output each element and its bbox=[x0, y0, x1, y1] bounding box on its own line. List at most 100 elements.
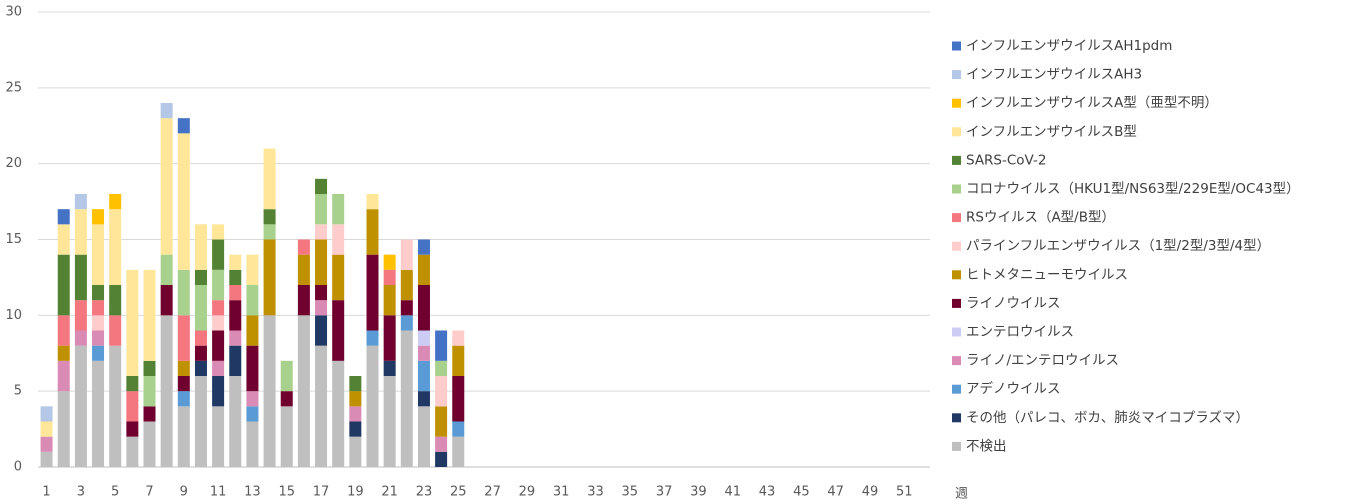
bar-segment bbox=[92, 345, 105, 361]
bar-segment bbox=[160, 285, 173, 316]
bar-segment bbox=[417, 239, 430, 255]
bar-segment bbox=[452, 345, 465, 376]
bar-segment bbox=[349, 421, 362, 437]
bar-segment bbox=[109, 209, 122, 285]
x-tick-label: 47 bbox=[827, 485, 844, 500]
x-tick-label: 1 bbox=[42, 485, 50, 500]
x-tick-label: 7 bbox=[145, 485, 153, 500]
legend-swatch bbox=[952, 327, 961, 337]
bar-segment bbox=[212, 269, 225, 301]
bar-segment bbox=[74, 254, 87, 301]
bar-segment bbox=[417, 254, 430, 285]
bar-segment bbox=[212, 360, 225, 376]
bar-segment bbox=[452, 330, 465, 346]
bar-segment bbox=[246, 391, 259, 407]
x-tick-label: 17 bbox=[313, 485, 330, 500]
bar-segment bbox=[229, 269, 242, 285]
bar-segment bbox=[400, 269, 413, 301]
legend-label: エンテロウイルス bbox=[966, 324, 1074, 340]
bar-segment bbox=[40, 451, 53, 467]
bar-segment bbox=[315, 178, 328, 194]
bar-segment bbox=[177, 406, 190, 467]
bar-segment bbox=[126, 391, 139, 422]
bar-segment bbox=[40, 436, 53, 452]
legend-swatch bbox=[952, 298, 961, 308]
bar-segment bbox=[229, 254, 242, 270]
bar-segment bbox=[417, 285, 430, 331]
bar-segment bbox=[194, 285, 207, 331]
bar-segment bbox=[332, 194, 345, 225]
bar-segment bbox=[349, 391, 362, 407]
x-tick-label: 43 bbox=[759, 485, 776, 500]
y-tick-label: 0 bbox=[14, 460, 22, 475]
bar-segment bbox=[246, 285, 259, 316]
bar-segment bbox=[297, 239, 310, 255]
x-tick-label: 15 bbox=[278, 485, 295, 500]
bar-segment bbox=[315, 194, 328, 225]
bar-segment bbox=[349, 376, 362, 392]
y-tick-label: 5 bbox=[14, 384, 22, 399]
bar-segment bbox=[57, 315, 70, 346]
bar-segment bbox=[177, 376, 190, 392]
bar-segment bbox=[92, 285, 105, 301]
bar-segment bbox=[229, 345, 242, 376]
bar-segment bbox=[315, 224, 328, 240]
bar-segment bbox=[417, 391, 430, 407]
bar-segment bbox=[57, 209, 70, 225]
bar-segment bbox=[452, 421, 465, 437]
bar-segment bbox=[194, 330, 207, 346]
bar-segment bbox=[246, 254, 259, 285]
bar-segment bbox=[246, 421, 259, 467]
bar-segment bbox=[263, 148, 276, 210]
bar-segment bbox=[349, 406, 362, 422]
bar-segment bbox=[246, 315, 259, 346]
bar-segment bbox=[177, 391, 190, 407]
bar-segment bbox=[280, 406, 293, 467]
bar-segment bbox=[143, 421, 156, 467]
x-tick-label: 3 bbox=[77, 485, 85, 500]
bar-segment bbox=[366, 194, 379, 210]
bar-segment bbox=[92, 315, 105, 331]
bar-segment bbox=[126, 436, 139, 467]
bar-segment bbox=[366, 209, 379, 255]
bar-segment bbox=[435, 406, 448, 437]
y-tick-label: 20 bbox=[5, 156, 22, 171]
bar-segment bbox=[229, 285, 242, 301]
x-axis-label: 週 bbox=[955, 487, 968, 502]
bar-segment bbox=[57, 360, 70, 392]
x-tick-label: 19 bbox=[347, 485, 364, 500]
bar-segment bbox=[400, 315, 413, 331]
bar-segment bbox=[92, 330, 105, 346]
bar-segment bbox=[194, 376, 207, 467]
bar-segment bbox=[92, 300, 105, 316]
bar-segment bbox=[263, 209, 276, 225]
bar-segment bbox=[126, 421, 139, 437]
bar-segment bbox=[126, 269, 139, 376]
bar-segment bbox=[160, 118, 173, 255]
legend-label: インフルエンザウイルスA型（亜型不明） bbox=[966, 95, 1218, 111]
legend-swatch bbox=[952, 155, 961, 165]
bar-segment bbox=[160, 103, 173, 119]
x-tick-label: 9 bbox=[180, 485, 188, 500]
legend-label: ヒトメタニューモウイルス bbox=[966, 267, 1128, 283]
legend-swatch bbox=[952, 184, 961, 194]
bar-segment bbox=[366, 345, 379, 467]
bar-segment bbox=[263, 224, 276, 240]
x-tick-label: 21 bbox=[381, 485, 398, 500]
bar-segment bbox=[40, 421, 53, 437]
x-tick-label: 41 bbox=[724, 485, 741, 500]
bar-segment bbox=[143, 360, 156, 376]
bar-segment bbox=[194, 345, 207, 361]
legend-swatch bbox=[952, 441, 961, 451]
legend-label: アデノウイルス bbox=[966, 380, 1061, 397]
legend-swatch bbox=[952, 384, 961, 394]
bar-segment bbox=[417, 345, 430, 361]
x-tick-label: 11 bbox=[210, 485, 227, 500]
bar-segment bbox=[177, 269, 190, 316]
x-tick-label: 35 bbox=[622, 485, 639, 500]
x-tick-label: 49 bbox=[862, 485, 879, 500]
x-tick-label: 13 bbox=[244, 485, 261, 500]
bar-segment bbox=[177, 133, 190, 270]
bar-segment bbox=[194, 360, 207, 376]
